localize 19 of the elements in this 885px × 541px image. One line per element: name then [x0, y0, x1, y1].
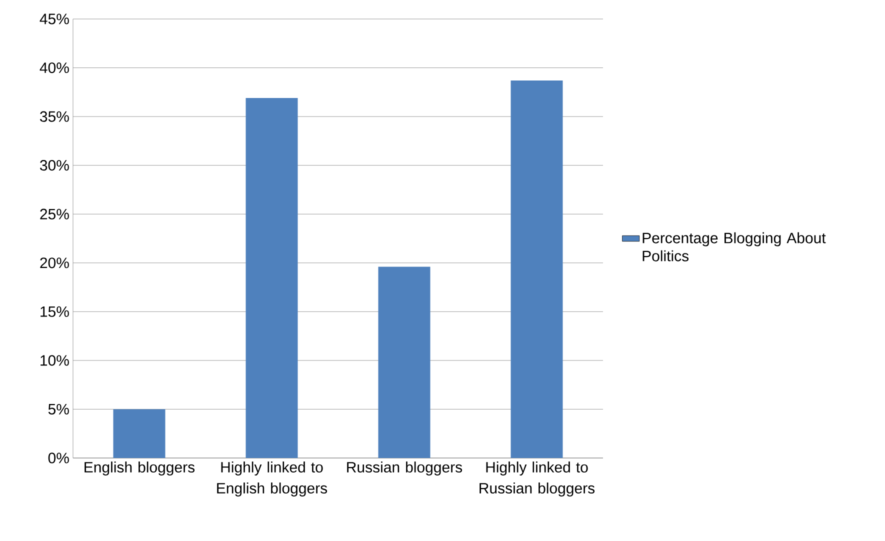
y-tick-label: 0%: [48, 452, 69, 464]
legend-label: Percentage Blogging About Politics: [642, 232, 826, 262]
bar: [510, 80, 563, 458]
bar: [378, 266, 430, 458]
bar: [113, 409, 166, 458]
y-tick-label: 25%: [40, 208, 69, 220]
bar: [246, 98, 298, 458]
y-tick-label: 10%: [40, 355, 69, 366]
x-tick-label: Highly linked to English bloggers: [217, 462, 328, 497]
y-tick-label: 20%: [40, 258, 69, 268]
y-tick-label: 35%: [40, 111, 69, 122]
y-tick-label: 30%: [40, 160, 69, 171]
x-tick-label: English bloggers: [84, 462, 195, 476]
y-tick-label: 45%: [40, 14, 69, 24]
x-tick-label: Russian bloggers: [347, 462, 462, 476]
y-tick-label: 40%: [40, 62, 69, 74]
y-tick-label: 5%: [48, 404, 69, 414]
y-tick-label: 15%: [40, 306, 69, 317]
x-tick-label: Highly linked to Russian bloggers: [480, 462, 595, 497]
